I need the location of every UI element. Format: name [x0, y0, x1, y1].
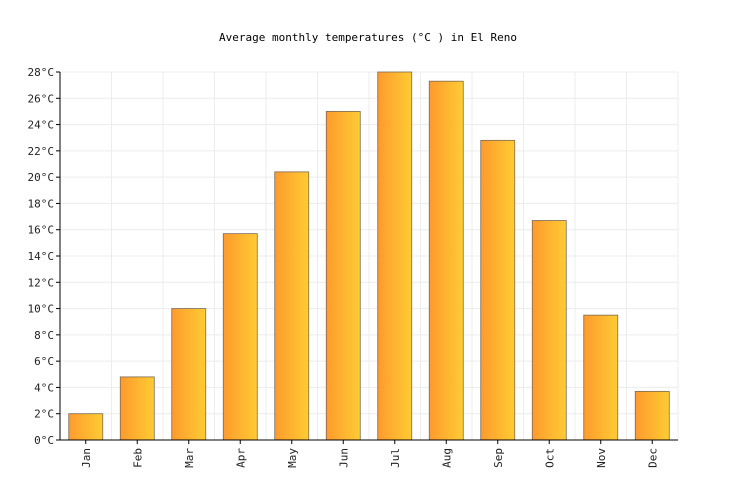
bar-may	[274, 171, 310, 441]
x-tick-label: May	[286, 448, 299, 468]
x-tick-label: Jul	[389, 448, 402, 468]
y-tick-label: 24°C	[28, 119, 55, 132]
bar-aug	[428, 80, 464, 441]
bar-sep	[480, 139, 516, 441]
y-tick-label: 4°C	[34, 381, 54, 394]
y-tick-label: 12°C	[28, 276, 55, 289]
x-tick-label: Dec	[646, 448, 659, 468]
x-tick-label: Sep	[492, 448, 505, 468]
bar-dec	[634, 390, 670, 441]
y-tick-label: 8°C	[34, 329, 54, 342]
bars	[68, 71, 670, 441]
x-tick-label: Jan	[80, 448, 93, 468]
bar-oct	[531, 220, 567, 441]
y-tick-label: 6°C	[34, 355, 54, 368]
bar-mar	[171, 308, 207, 441]
bar-jan	[68, 413, 104, 441]
y-tick-label: 20°C	[28, 171, 55, 184]
y-tick-label: 14°C	[28, 250, 55, 263]
y-tick-label: 16°C	[28, 224, 55, 237]
y-tick-label: 26°C	[28, 92, 55, 105]
y-tick-label: 2°C	[34, 408, 54, 421]
y-axis-ticks: 0°C 2°C 4°C 6°C 8°C 10°C 12°C 14°C 16°C 18°C 20°C 2…	[28, 66, 60, 447]
y-tick-label: 22°C	[28, 145, 55, 158]
bar-nov	[583, 314, 619, 441]
x-tick-label: Jun	[337, 448, 350, 468]
x-tick-label: Nov	[595, 448, 608, 468]
x-tick-label: Oct	[543, 448, 556, 468]
x-tick-label: Apr	[234, 448, 247, 468]
y-tick-label: 0°C	[34, 434, 54, 447]
chart-title: Average monthly temperatures (°C ) in El…	[219, 31, 517, 44]
x-tick-label: Mar	[183, 448, 196, 468]
grid-lines	[59, 71, 679, 441]
x-tick-label: Feb	[131, 448, 144, 468]
bar-apr	[222, 233, 258, 441]
bar-jul	[377, 71, 413, 441]
bar-jun	[325, 111, 361, 441]
y-tick-label: 28°C	[28, 66, 55, 79]
y-tick-label: 18°C	[28, 197, 55, 210]
y-tick-label: 10°C	[28, 303, 55, 316]
x-axis-ticks: Jan Feb Mar Apr May Jun Jul Aug Sep Oct Nov Dec	[80, 440, 659, 468]
bar-feb	[119, 376, 155, 441]
x-tick-label: Aug	[440, 448, 453, 468]
